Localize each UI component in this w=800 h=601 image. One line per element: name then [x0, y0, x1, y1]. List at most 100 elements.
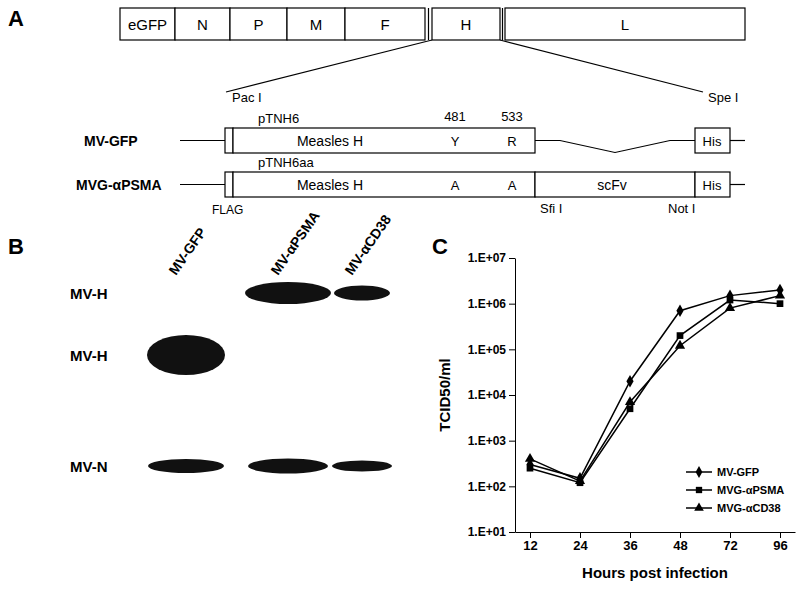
series-marker	[725, 302, 735, 311]
y-tick-mark	[509, 349, 515, 350]
y-tick-mark	[509, 395, 515, 396]
plot-marks	[525, 284, 785, 486]
genome-label: F	[380, 16, 389, 33]
genome-segment	[345, 8, 425, 40]
y-tick-mark	[509, 258, 515, 259]
x-tick: 36	[623, 532, 637, 553]
x-tick-label: 24	[573, 538, 588, 553]
legend-label: MVG-αPSMA	[717, 484, 784, 496]
backbone	[180, 140, 225, 141]
residue-label: A	[451, 178, 460, 193]
construct-name: MVG-αPSMA	[76, 177, 162, 193]
backbone	[730, 184, 745, 185]
x-tick-label: 12	[523, 538, 537, 553]
genome-label: H	[461, 16, 472, 33]
y-tick: 1.E+04	[468, 388, 515, 402]
y-tick-label: 1.E+01	[468, 525, 507, 539]
y-tick: 1.E+07	[468, 251, 515, 265]
panel-a: eGFPNPMFHLMV-GFPPac ISpe IpTNH6481533Mea…	[76, 8, 745, 217]
genome-label: eGFP	[128, 16, 167, 33]
junction-line	[428, 8, 429, 40]
deletion	[535, 141, 695, 153]
y-tick: 1.E+03	[468, 434, 515, 448]
x-tick-mark	[780, 532, 781, 538]
series-line	[530, 290, 780, 478]
residue-label: R	[507, 134, 516, 149]
gene-box	[233, 172, 535, 197]
panel-b: MV-GFPMV-αPSMAMV-αCD38MV-HMV-HMV-N	[70, 208, 394, 475]
genome-segment	[230, 8, 287, 40]
y-axis: 1.E+011.E+021.E+031.E+041.E+051.E+061.E+…	[468, 251, 516, 539]
series-line	[530, 296, 780, 482]
genome-segment	[505, 8, 745, 40]
legend: MV-GFP MVG-αPSMA MVG-αCD38	[686, 466, 784, 514]
panel-label: C	[432, 234, 448, 259]
y-tick-label: 1.E+03	[468, 434, 507, 448]
zoom-line	[226, 40, 432, 92]
series-marker	[775, 290, 785, 299]
series-line	[530, 300, 780, 483]
band-label: MV-N	[70, 458, 108, 475]
y-tick-label: 1.E+04	[468, 388, 507, 402]
genome-label: N	[197, 16, 208, 33]
blot-band	[332, 461, 392, 472]
site-box	[225, 128, 233, 153]
legend-label: MV-GFP	[717, 466, 759, 478]
y-axis-line	[515, 259, 516, 533]
y-tick: 1.E+06	[468, 297, 515, 311]
insert-label: scFv	[597, 177, 627, 193]
residue-number: 481	[444, 109, 466, 124]
y-axis-title: TCID50/ml	[436, 358, 453, 431]
series-marker	[777, 300, 784, 307]
genome-label: M	[310, 16, 323, 33]
series-marker	[575, 475, 585, 484]
x-axis: 12 24 36 48 72 96	[516, 532, 796, 553]
plasmid-label: pTNH6aa	[258, 155, 314, 170]
y-tick-mark	[509, 441, 515, 442]
residue-number: 533	[501, 109, 523, 124]
tag-label: His	[703, 134, 722, 149]
gene-label: Measles H	[297, 177, 363, 193]
genome-segment	[432, 8, 500, 40]
x-tick: 96	[773, 532, 787, 553]
genome-segment	[120, 8, 175, 40]
series-marker	[625, 396, 635, 405]
site-label: FLAG	[212, 203, 243, 217]
panel-c: 1.E+011.E+021.E+031.E+041.E+051.E+061.E+…	[436, 251, 796, 581]
x-axis-line	[516, 532, 796, 533]
x-tick: 12	[523, 532, 537, 553]
blot-band	[148, 459, 224, 473]
x-tick-mark	[730, 532, 731, 538]
backbone	[730, 140, 745, 141]
junction-line	[502, 8, 503, 40]
lane-label: MV-GFP	[165, 225, 209, 278]
residue-label: A	[508, 178, 517, 193]
blot-band	[248, 459, 328, 474]
legend-label: MVG-αCD38	[717, 502, 781, 514]
band-label: MV-H	[70, 347, 108, 364]
panel-label: A	[8, 6, 24, 31]
insert-box	[535, 172, 695, 197]
y-tick-label: 1.E+02	[468, 480, 507, 494]
y-tick: 1.E+02	[468, 480, 515, 494]
tag-box	[695, 172, 730, 197]
tag-box	[695, 128, 730, 153]
backbone	[180, 184, 225, 185]
x-tick-label: 48	[673, 538, 687, 553]
y-tick-mark	[509, 532, 515, 533]
series-marker	[626, 375, 633, 387]
genome-label: L	[621, 16, 629, 33]
plasmid-label: pTNH6	[258, 111, 299, 126]
series-marker	[675, 340, 685, 349]
genome-segment	[287, 8, 345, 40]
figure: ABCeGFPNPMFHLMV-GFPPac ISpe IpTNH6481533…	[0, 0, 800, 601]
y-tick-mark	[509, 304, 515, 305]
lane-label: MV-αPSMA	[267, 208, 323, 278]
series-marker	[677, 332, 684, 339]
x-tick: 72	[723, 532, 737, 553]
x-axis-title: Hours post infection	[582, 564, 728, 581]
genome-label: P	[253, 16, 263, 33]
series-marker	[527, 465, 534, 472]
flag-box	[225, 172, 233, 197]
x-tick: 24	[573, 532, 588, 553]
